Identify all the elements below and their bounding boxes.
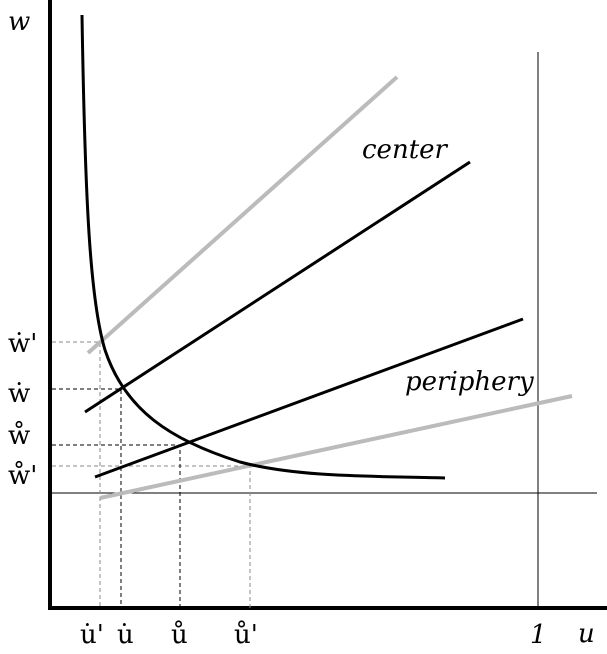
periphery-line-low bbox=[99, 394, 573, 500]
y-tick-label: ẘ' bbox=[8, 461, 37, 491]
periphery-label: periphery bbox=[405, 367, 534, 397]
x-tick-label: 1 bbox=[530, 620, 547, 650]
x-tick-label: ů' bbox=[234, 620, 258, 650]
guides-dark bbox=[52, 388, 181, 608]
x-tick-label: ů bbox=[171, 620, 188, 650]
wage-curve bbox=[80, 14, 446, 480]
y-tick-label: ẘ bbox=[8, 421, 30, 451]
x-axis-label: u bbox=[578, 619, 595, 649]
center-line-high bbox=[86, 75, 399, 355]
x-tick-label: u̇ bbox=[117, 620, 134, 650]
x-tick-label: u̇' bbox=[80, 620, 104, 650]
y-axis-label: w bbox=[8, 7, 30, 37]
center-label: center bbox=[362, 135, 449, 165]
center-line bbox=[84, 160, 471, 414]
y-tick-label: ẇ bbox=[8, 379, 30, 409]
periphery-line bbox=[94, 317, 524, 479]
lines bbox=[48, 0, 607, 610]
guides-light bbox=[52, 341, 251, 608]
y-tick-label: ẇ' bbox=[8, 329, 37, 359]
